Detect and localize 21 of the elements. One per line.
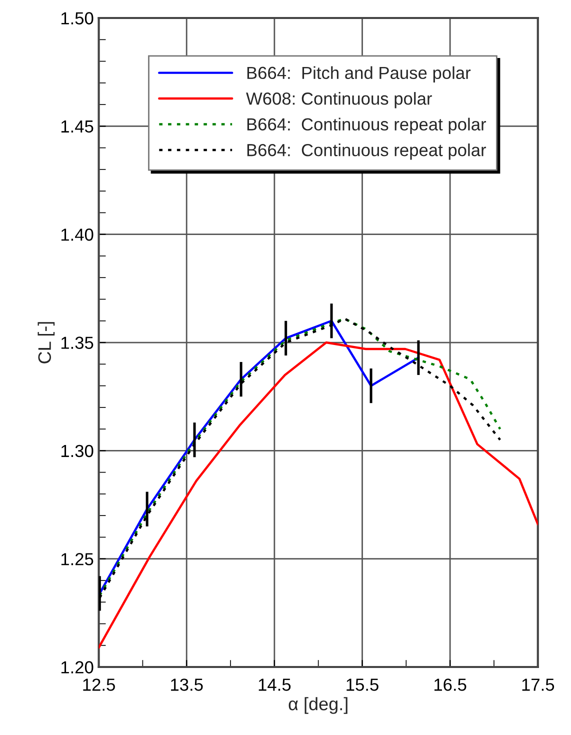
line-series [98, 320, 420, 595]
x-tick-label: 16.5 [434, 678, 466, 691]
y-tick-label: 1.25 [61, 553, 94, 566]
legend-label: B664: Continuous repeat polar [247, 144, 486, 160]
x-tick-label: 14.5 [258, 678, 291, 691]
legend-label: B664: Pitch and Pause polar [247, 66, 471, 82]
legend-label: W608: Continuous polar [246, 92, 432, 108]
x-tick-label: 13.5 [171, 678, 203, 691]
y-axis-title: CL [-] [38, 322, 55, 364]
x-axis-title: α [deg.] [288, 697, 348, 714]
y-tick-label: 1.30 [61, 444, 94, 458]
line-series [98, 341, 538, 649]
x-tick-label: 12.5 [83, 678, 115, 691]
x-tick-label: 17.5 [522, 678, 554, 691]
x-tick-label: 15.5 [346, 678, 378, 691]
legend-label: B664: Continuous repeat polar [247, 118, 486, 134]
y-tick-label: 1.40 [61, 228, 94, 241]
y-tick-label: 1.50 [61, 12, 94, 24]
y-tick-label: 1.45 [61, 120, 94, 133]
y-tick-label: 1.20 [61, 661, 94, 674]
y-tick-label: 1.35 [61, 336, 94, 349]
